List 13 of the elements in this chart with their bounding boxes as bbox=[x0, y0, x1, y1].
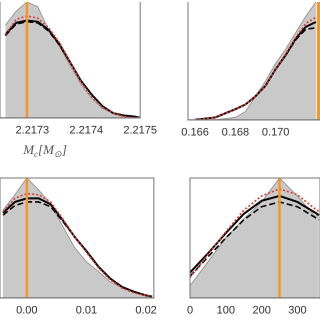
x-tick-label: 0.01 bbox=[76, 304, 98, 316]
x-tick-label: 100 bbox=[216, 304, 235, 316]
x-tick-label: 0.166 bbox=[181, 126, 209, 138]
x-tick-label: 0.170 bbox=[262, 126, 290, 138]
x-tick-label: 0.02 bbox=[135, 304, 157, 316]
x-tick-label: 0.00 bbox=[16, 304, 38, 316]
x-tick-label: 200 bbox=[252, 304, 271, 316]
x-tick-label: 300 bbox=[288, 304, 307, 316]
x-tick-label: 0.168 bbox=[222, 126, 250, 138]
x-tick-label: 2.2174 bbox=[69, 124, 104, 136]
x-tick-label: 0 bbox=[186, 304, 194, 316]
x-tick-label: 2.2173 bbox=[16, 124, 50, 136]
x-tick-label: 2.2175 bbox=[123, 124, 158, 136]
